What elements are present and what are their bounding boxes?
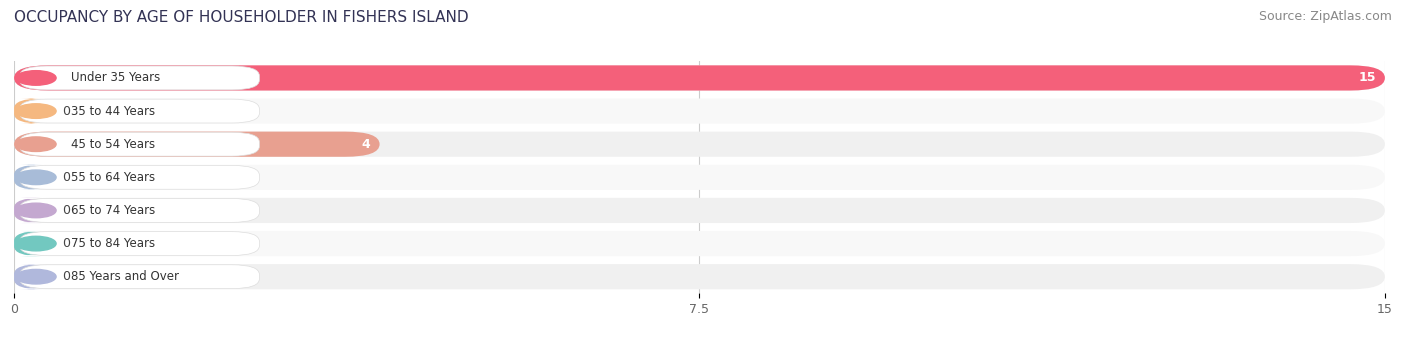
FancyBboxPatch shape: [14, 264, 1385, 289]
Circle shape: [15, 104, 56, 118]
FancyBboxPatch shape: [14, 231, 1385, 256]
Text: 0: 0: [62, 105, 70, 118]
Text: 15: 15: [1358, 72, 1376, 85]
FancyBboxPatch shape: [14, 99, 48, 124]
FancyBboxPatch shape: [14, 198, 1385, 223]
FancyBboxPatch shape: [20, 265, 260, 288]
Text: OCCUPANCY BY AGE OF HOUSEHOLDER IN FISHERS ISLAND: OCCUPANCY BY AGE OF HOUSEHOLDER IN FISHE…: [14, 10, 468, 25]
Text: 0: 0: [62, 171, 70, 184]
FancyBboxPatch shape: [14, 231, 48, 256]
Text: 65 to 74 Years: 65 to 74 Years: [70, 204, 155, 217]
Text: 45 to 54 Years: 45 to 54 Years: [70, 138, 155, 151]
FancyBboxPatch shape: [14, 165, 48, 190]
Circle shape: [15, 203, 56, 218]
Circle shape: [15, 170, 56, 184]
Text: 0: 0: [62, 270, 70, 283]
Text: 0: 0: [62, 237, 70, 250]
Text: 35 to 44 Years: 35 to 44 Years: [70, 105, 155, 118]
Text: Source: ZipAtlas.com: Source: ZipAtlas.com: [1258, 10, 1392, 23]
Text: 75 to 84 Years: 75 to 84 Years: [70, 237, 155, 250]
Text: 85 Years and Over: 85 Years and Over: [70, 270, 179, 283]
FancyBboxPatch shape: [20, 132, 260, 156]
FancyBboxPatch shape: [20, 232, 260, 255]
Text: 4: 4: [361, 138, 371, 151]
FancyBboxPatch shape: [20, 66, 260, 90]
FancyBboxPatch shape: [14, 165, 1385, 190]
Text: 0: 0: [62, 204, 70, 217]
FancyBboxPatch shape: [14, 264, 48, 289]
Text: 55 to 64 Years: 55 to 64 Years: [70, 171, 155, 184]
FancyBboxPatch shape: [14, 132, 1385, 157]
FancyBboxPatch shape: [14, 65, 1385, 90]
Circle shape: [15, 137, 56, 151]
Text: Under 35 Years: Under 35 Years: [70, 72, 160, 85]
FancyBboxPatch shape: [20, 198, 260, 222]
FancyBboxPatch shape: [14, 198, 48, 223]
Circle shape: [15, 236, 56, 251]
FancyBboxPatch shape: [14, 99, 1385, 124]
FancyBboxPatch shape: [20, 99, 260, 123]
FancyBboxPatch shape: [20, 165, 260, 189]
FancyBboxPatch shape: [14, 65, 1385, 90]
FancyBboxPatch shape: [14, 132, 380, 157]
Circle shape: [15, 71, 56, 85]
Circle shape: [15, 269, 56, 284]
